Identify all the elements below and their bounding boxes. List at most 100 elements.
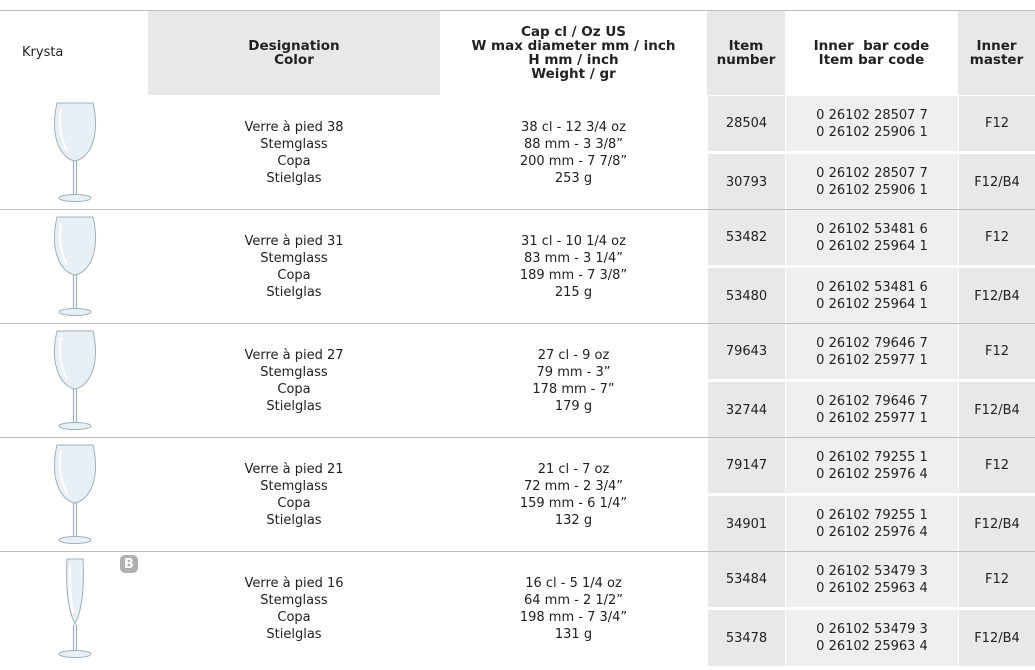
barcode: 0 26102 25964 1 [816, 238, 928, 254]
inner-master: F12/B4 [974, 516, 1020, 532]
item-number: 53482 [725, 230, 768, 245]
image-cell [0, 552, 148, 665]
inner-master: F12 [984, 230, 1010, 245]
barcode-cell: 0 26102 79646 7 0 26102 25977 1 [786, 382, 958, 438]
row-rule [0, 323, 1035, 324]
item-number-cell: 32744 [708, 382, 785, 438]
barcode: 0 26102 53481 6 [816, 221, 928, 237]
barcode: 0 26102 25906 1 [816, 124, 928, 140]
column-header-line: master [969, 52, 1024, 68]
column-header-line: Color [274, 52, 314, 68]
brand-name: Krysta [22, 45, 64, 60]
designation-line: Verre à pied 21 [244, 461, 344, 477]
designation-line: Stemglass [260, 364, 328, 380]
master-cell: F12 [959, 438, 1035, 493]
master-cell: F12 [959, 324, 1035, 379]
specs-cell: 21 cl - 7 oz 72 mm - 2 3/4” 159 mm - 6 1/4… [440, 438, 707, 551]
column-header-line: Weight / gr [531, 66, 616, 82]
spec-line: 200 mm - 7 7/8” [519, 153, 628, 169]
spec-line: 79 mm - 3” [536, 364, 611, 380]
spec-line: 178 mm - 7” [532, 381, 615, 397]
glass-image [53, 330, 97, 430]
designation-line: Copa [277, 495, 311, 511]
specs-cell: 16 cl - 5 1/4 oz 64 mm - 2 1/2” 198 mm - 7… [440, 552, 707, 665]
designation-line: Copa [277, 153, 311, 169]
designation-line: Stielglas [266, 398, 322, 414]
barcode: 0 26102 53481 6 [816, 280, 928, 295]
barcode: 0 26102 25976 4 [816, 525, 928, 540]
designation-line: Stemglass [260, 250, 328, 266]
designation-line: Verre à pied 38 [244, 119, 344, 135]
item-number-cell: 53480 [708, 268, 785, 324]
designation-line: Stielglas [266, 512, 322, 528]
designation-cell: Verre à pied 38 Stemglass Copa Stielglas [148, 96, 440, 209]
column-header-line: W max diameter mm / inch [471, 38, 676, 54]
image-cell [0, 438, 148, 551]
inner-master: F12/B4 [974, 402, 1020, 418]
barcode: 0 26102 53479 3 [816, 622, 928, 637]
brand-cell: Krysta [0, 10, 148, 95]
column-header-line: Designation [248, 38, 340, 54]
glass-image [58, 558, 92, 658]
column-header: Inner bar code Item bar code [785, 11, 958, 95]
item-number-cell: 30793 [708, 154, 785, 210]
inner-master: F12/B4 [974, 288, 1020, 304]
designation-line: Copa [277, 609, 311, 625]
item-number-cell: 79643 [708, 324, 785, 379]
barcode-cell: 0 26102 79255 1 0 26102 25976 4 [786, 496, 958, 552]
spec-line: 27 cl - 9 oz [537, 347, 610, 363]
item-number: 79643 [725, 344, 768, 359]
spec-line: 83 mm - 3 1/4” [523, 250, 624, 266]
item-number: 53484 [725, 572, 768, 587]
spec-line: 159 mm - 6 1/4” [519, 495, 628, 511]
master-cell: F12/B4 [959, 268, 1035, 324]
master-cell: F12/B4 [959, 382, 1035, 438]
designation-line: Stielglas [266, 626, 322, 642]
barcode: 0 26102 79646 7 [816, 394, 928, 409]
barcode: 0 26102 79255 1 [816, 508, 928, 523]
inner-master: F12 [984, 344, 1010, 359]
barcode: 0 26102 25977 1 [816, 352, 928, 368]
top-rule [0, 10, 1035, 11]
column-header-line: H mm / inch [528, 52, 619, 68]
image-cell [0, 96, 148, 209]
column-header: Item number [707, 11, 785, 95]
spec-line: 31 cl - 10 1/4 oz [521, 233, 626, 249]
spec-line: 215 g [554, 284, 593, 300]
designation-line: Stemglass [260, 478, 328, 494]
column-header-line: Inner bar code [813, 38, 930, 54]
designation-line: Verre à pied 27 [244, 347, 344, 363]
barcode: 0 26102 53479 3 [816, 563, 928, 579]
inner-master: F12/B4 [974, 630, 1020, 646]
spec-line: 64 mm - 2 1/2” [523, 592, 624, 608]
barcode: 0 26102 28507 7 [816, 166, 928, 181]
barcode: 0 26102 28507 7 [816, 107, 928, 123]
column-header: Inner master [958, 11, 1035, 95]
designation-line: Stielglas [266, 170, 322, 186]
spec-line: 132 g [554, 512, 593, 528]
column-header-line: Cap cl / Oz US [520, 24, 627, 40]
barcode-cell: 0 26102 53481 6 0 26102 25964 1 [786, 268, 958, 324]
item-number: 53480 [725, 288, 768, 304]
item-number: 53478 [725, 630, 768, 646]
column-header-line: Item bar code [818, 52, 925, 68]
inner-master: F12 [984, 458, 1010, 473]
barcode: 0 26102 25976 4 [816, 466, 928, 482]
spec-line: 16 cl - 5 1/4 oz [525, 575, 622, 591]
master-cell: F12 [959, 552, 1035, 607]
specs-cell: 31 cl - 10 1/4 oz 83 mm - 3 1/4” 189 mm - … [440, 210, 707, 323]
barcode: 0 26102 25963 4 [816, 580, 928, 596]
barcode: 0 26102 25964 1 [816, 297, 928, 312]
image-cell [0, 210, 148, 323]
barcode: 0 26102 25977 1 [816, 411, 928, 426]
master-cell: F12 [959, 96, 1035, 151]
glass-image [53, 444, 97, 544]
specs-cell: 38 cl - 12 3/4 oz 88 mm - 3 3/8” 200 mm - … [440, 96, 707, 209]
column-header-line: Inner [976, 38, 1017, 54]
row-rule [0, 551, 1035, 552]
designation-cell: Verre à pied 16 Stemglass Copa Stielglas [148, 552, 440, 665]
designation-line: Copa [277, 267, 311, 283]
